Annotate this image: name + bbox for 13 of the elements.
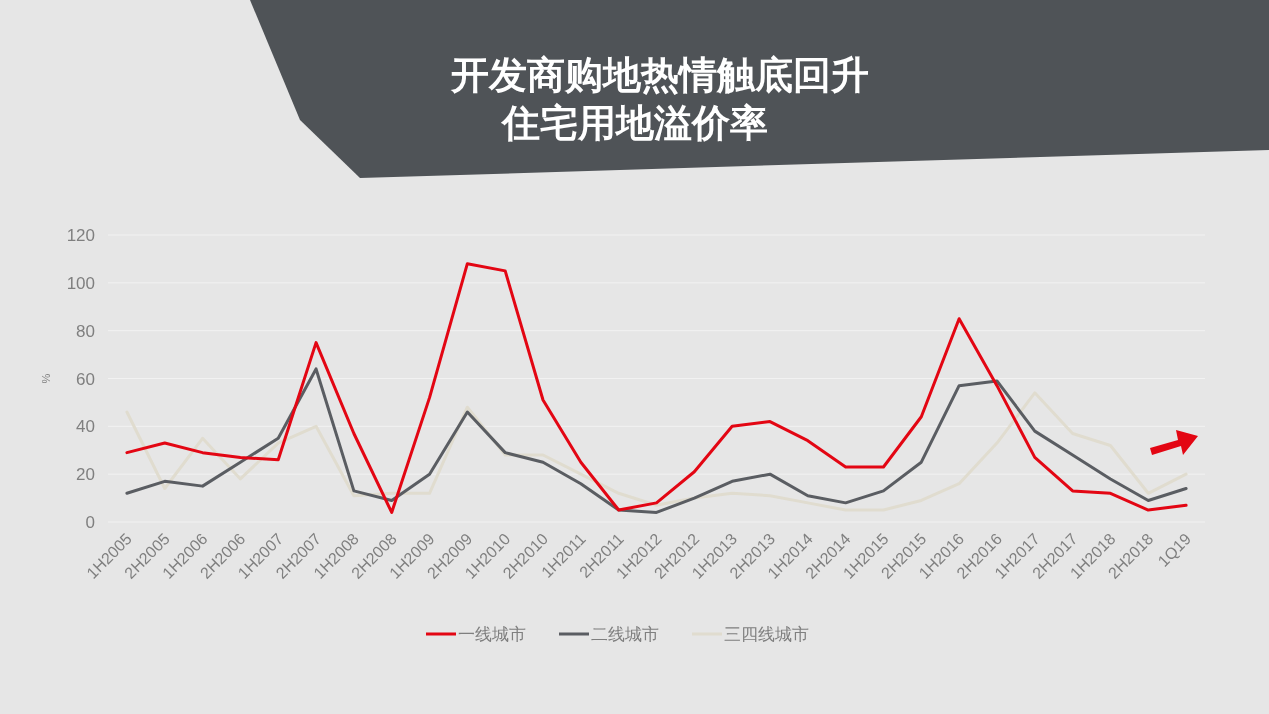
legend-label: 二线城市 [591,625,659,644]
y-tick-label: 20 [76,465,95,485]
y-tick-label: 60 [76,369,95,389]
y-tick-label: 100 [66,273,95,293]
y-tick-label: 120 [66,226,95,245]
y-tick-label: 0 [85,513,95,532]
legend-label: 三四线城市 [724,625,809,644]
y-tick-label: 80 [76,321,95,341]
chart-title: 开发商购地热情触底回升 [450,54,869,96]
y-tick-label: 40 [76,417,95,437]
chart-subtitle: 住宅用地溢价率 [500,102,768,144]
y-axis-title: % [40,373,52,384]
legend-label: 一线城市 [458,625,526,644]
